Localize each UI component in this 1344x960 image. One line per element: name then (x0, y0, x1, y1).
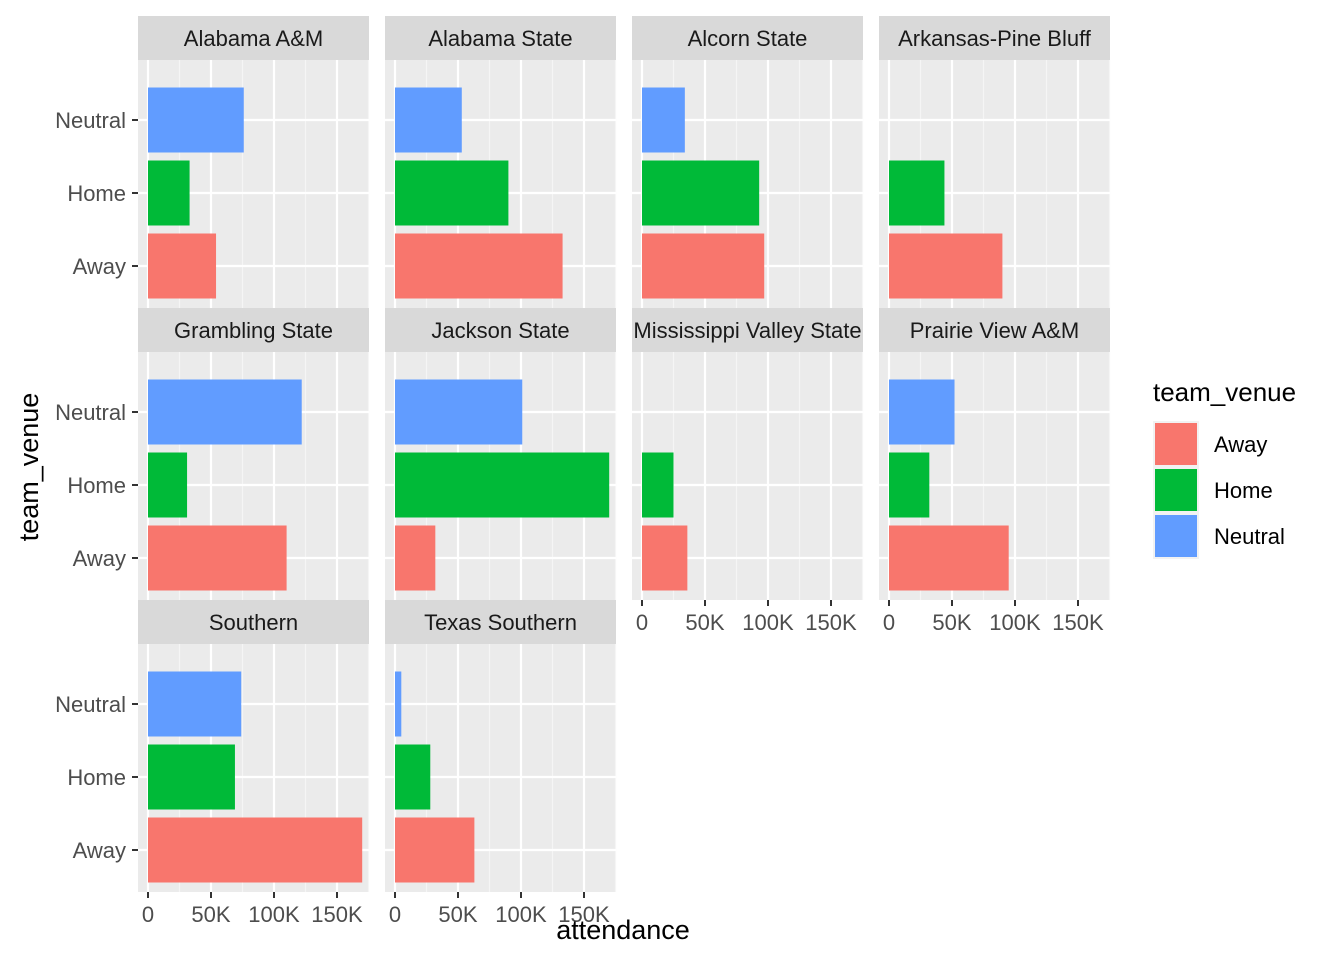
y-tick-label: Home (67, 473, 126, 498)
facet-title: Texas Southern (424, 610, 577, 635)
bar-neutral (148, 87, 244, 153)
facet-title: Jackson State (431, 318, 569, 343)
bar-neutral (395, 87, 462, 153)
y-tick-label: Away (73, 254, 126, 279)
bar-home (395, 744, 431, 810)
x-tick-label: 100K (495, 902, 547, 927)
bar-neutral (642, 87, 685, 153)
panel-mississippi-valley-state: Mississippi Valley State 0 50K 100K 150K (632, 308, 864, 635)
legend-label-away: Away (1214, 432, 1267, 457)
x-tick-label: 100K (248, 902, 300, 927)
x-tick-label: 100K (989, 610, 1041, 635)
panel-prairie-view-aandm: Prairie View A&M 0 50K 100K 150K (879, 308, 1111, 635)
facet-title: Grambling State (174, 318, 333, 343)
x-tick-label: 0 (142, 902, 154, 927)
facet-strip (879, 16, 1110, 60)
bar-home (395, 160, 509, 226)
x-tick-label: 50K (685, 610, 724, 635)
panel-grambling-state: Grambling State Away Home Neutral (55, 308, 370, 600)
x-axis-title: attendance (556, 915, 690, 945)
bar-away (395, 817, 475, 883)
panel-alabama-aandm: Alabama A&M Away Home Neutral (55, 16, 370, 308)
bar-away (889, 233, 1003, 299)
panel-arkansas-pine-bluff: Arkansas-Pine Bluff (879, 16, 1111, 308)
y-tick-label: Neutral (55, 400, 126, 425)
y-tick-label: Neutral (55, 108, 126, 133)
facet-title: Southern (209, 610, 298, 635)
x-tick-label: 150K (558, 902, 610, 927)
bar-neutral (148, 379, 302, 445)
bar-home (148, 744, 235, 810)
x-tick-label: 100K (742, 610, 794, 635)
bar-neutral (148, 671, 242, 737)
x-tick-label: 0 (636, 610, 648, 635)
facet-strip (385, 16, 616, 60)
legend: team_venue Away Home Neutral (1153, 377, 1296, 559)
x-tick-label: 0 (883, 610, 895, 635)
bar-away (148, 817, 363, 883)
legend-key-away (1155, 423, 1197, 465)
bar-home (395, 452, 610, 518)
bar-home (642, 160, 760, 226)
facet-strip (138, 308, 369, 352)
facet-panels: Alabama A&M Away Home Neutral Alabama State A… (55, 16, 1111, 927)
x-tick-label: 0 (389, 902, 401, 927)
bar-neutral (395, 379, 523, 445)
x-tick-label: 150K (311, 902, 363, 927)
panel-southern: Southern Away Home Neutral 0 50K 100K 150K (55, 600, 370, 927)
legend-label-home: Home (1214, 478, 1273, 503)
bar-away (642, 525, 688, 591)
legend-title: team_venue (1153, 377, 1296, 407)
panel-alcorn-state: Alcorn State (632, 16, 864, 308)
bar-neutral (889, 379, 955, 445)
x-tick-label: 50K (191, 902, 230, 927)
y-tick-label: Away (73, 838, 126, 863)
bar-away (395, 525, 436, 591)
panel-alabama-state: Alabama State (385, 16, 617, 308)
facet-title: Mississippi Valley State (633, 318, 861, 343)
y-tick-label: Neutral (55, 692, 126, 717)
facet-strip (385, 308, 616, 352)
bar-away (642, 233, 765, 299)
facet-strip (632, 308, 863, 352)
bar-home (889, 160, 945, 226)
legend-key-home (1155, 469, 1197, 511)
facet-strip (138, 600, 369, 644)
bar-neutral (395, 671, 402, 737)
legend-key-neutral (1155, 515, 1197, 557)
bar-away (395, 233, 563, 299)
bar-away (148, 233, 217, 299)
facet-title: Arkansas-Pine Bluff (898, 26, 1092, 51)
x-tick-label: 150K (1052, 610, 1104, 635)
y-tick-label: Home (67, 765, 126, 790)
facet-title: Alabama A&M (184, 26, 323, 51)
bar-home (148, 160, 190, 226)
x-tick-label: 50K (932, 610, 971, 635)
facet-title: Alcorn State (688, 26, 808, 51)
facet-strip (385, 600, 616, 644)
bar-home (889, 452, 930, 518)
facet-strip (632, 16, 863, 60)
y-tick-label: Home (67, 181, 126, 206)
x-tick-label: 150K (805, 610, 857, 635)
facet-title: Alabama State (428, 26, 572, 51)
facet-title: Prairie View A&M (910, 318, 1080, 343)
x-tick-label: 50K (438, 902, 477, 927)
bar-away (889, 525, 1009, 591)
facet-strip (879, 308, 1110, 352)
facet-strip (138, 16, 369, 60)
panel-jackson-state: Jackson State (385, 308, 617, 600)
bar-away (148, 525, 287, 591)
y-axis-title: team_venue (14, 393, 44, 542)
legend-label-neutral: Neutral (1214, 524, 1285, 549)
bar-home (148, 452, 188, 518)
panel-texas-southern: Texas Southern 0 50K 100K 150K (385, 600, 617, 927)
y-tick-label: Away (73, 546, 126, 571)
bar-home (642, 452, 674, 518)
